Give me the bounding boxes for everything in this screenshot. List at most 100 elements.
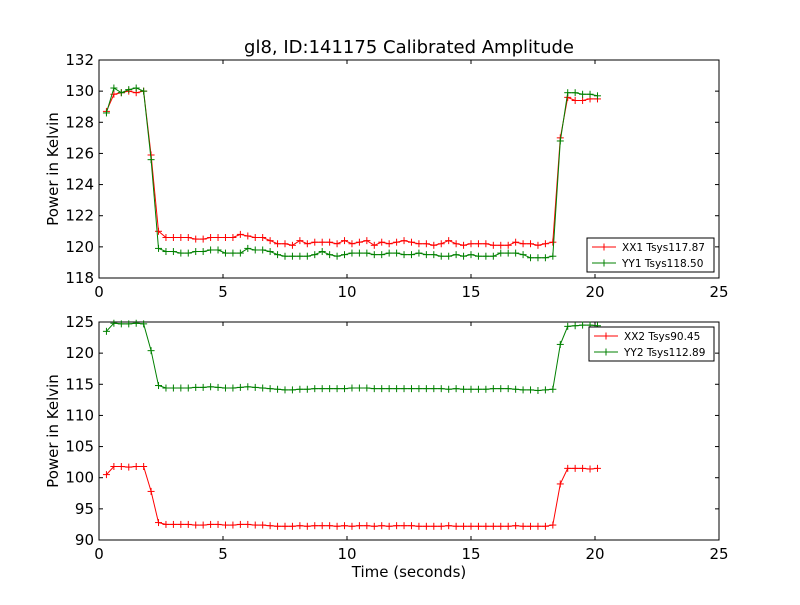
data-point: [326, 522, 334, 530]
data-point: [311, 385, 319, 393]
data-point: [296, 237, 304, 245]
data-point: [393, 238, 401, 246]
data-point: [534, 241, 542, 249]
data-point: [534, 522, 542, 530]
data-point: [437, 240, 445, 248]
data-point: [482, 252, 490, 260]
data-point: [221, 249, 229, 257]
data-point: [341, 251, 349, 259]
data-point: [355, 384, 363, 392]
data-point: [318, 238, 326, 246]
data-point: [586, 90, 594, 98]
data-point: [274, 522, 282, 530]
data-point: [378, 238, 386, 246]
data-point: [549, 521, 557, 529]
data-point: [400, 385, 408, 393]
data-point: [288, 252, 296, 260]
data-point: [274, 240, 282, 248]
y-tick-label: 125: [65, 313, 94, 331]
data-point: [348, 522, 356, 530]
data-point: [102, 327, 110, 335]
legend-label: YY2 Tsys112.89: [623, 347, 705, 359]
y-tick-label: 120: [65, 238, 94, 256]
data-point: [497, 241, 505, 249]
data-point: [303, 240, 311, 248]
data-point: [110, 319, 118, 327]
data-point: [564, 89, 572, 97]
data-point: [132, 319, 140, 327]
data-point: [348, 384, 356, 392]
data-point: [519, 251, 527, 259]
data-point: [422, 240, 430, 248]
data-point: [355, 522, 363, 530]
data-point: [333, 385, 341, 393]
data-point: [333, 522, 341, 530]
data-point: [393, 385, 401, 393]
data-point: [199, 235, 207, 243]
data-point: [326, 251, 334, 259]
data-point: [556, 137, 564, 145]
data-point: [452, 251, 460, 259]
legend: XX1 Tsys117.87 YY1 Tsys118.50: [586, 237, 715, 273]
data-point: [467, 385, 475, 393]
data-point: [512, 249, 520, 257]
data-point: [385, 240, 393, 248]
data-point: [348, 240, 356, 248]
legend-box: [586, 237, 715, 273]
x-tick-label: 10: [337, 545, 356, 563]
data-point: [281, 522, 289, 530]
data-point: [333, 240, 341, 248]
data-point: [348, 249, 356, 257]
y-tick-label: 130: [65, 82, 94, 100]
data-point: [303, 252, 311, 260]
data-point: [571, 322, 579, 330]
data-point: [229, 234, 237, 242]
data-point: [214, 520, 222, 528]
data-point: [296, 522, 304, 530]
data-point: [288, 522, 296, 530]
y-tick-label: 128: [65, 113, 94, 131]
data-point: [393, 249, 401, 257]
data-point: [445, 252, 453, 260]
data-point: [363, 384, 371, 392]
data-point: [147, 347, 155, 355]
data-point: [110, 463, 118, 471]
data-point: [288, 386, 296, 394]
data-point: [460, 241, 468, 249]
data-point: [177, 249, 185, 257]
data-point: [244, 232, 252, 240]
data-point: [430, 241, 438, 249]
legend-entry: XX2 Tsys90.45: [594, 331, 700, 343]
data-point: [467, 240, 475, 248]
data-point: [341, 237, 349, 245]
data-point: [474, 240, 482, 248]
data-point: [512, 385, 520, 393]
data-point: [445, 237, 453, 245]
y-tick-label: 100: [65, 469, 94, 487]
data-point: [370, 241, 378, 249]
data-point: [430, 385, 438, 393]
data-point: [445, 385, 453, 393]
data-point: [214, 383, 222, 391]
data-point: [244, 383, 252, 391]
y-tick-label: 132: [65, 51, 94, 69]
y-tick-label: 90: [75, 531, 94, 549]
data-point: [184, 520, 192, 528]
data-point: [437, 252, 445, 260]
data-point: [400, 251, 408, 259]
data-point: [266, 237, 274, 245]
data-point: [519, 240, 527, 248]
data-point: [162, 384, 170, 392]
data-point: [541, 386, 549, 394]
data-point: [266, 248, 274, 256]
data-point: [117, 89, 125, 97]
data-point: [489, 522, 497, 530]
data-point: [579, 464, 587, 472]
data-point: [564, 464, 572, 472]
data-point: [155, 519, 163, 527]
y-tick-label: 115: [65, 375, 94, 393]
data-point: [318, 522, 326, 530]
data-point: [274, 385, 282, 393]
